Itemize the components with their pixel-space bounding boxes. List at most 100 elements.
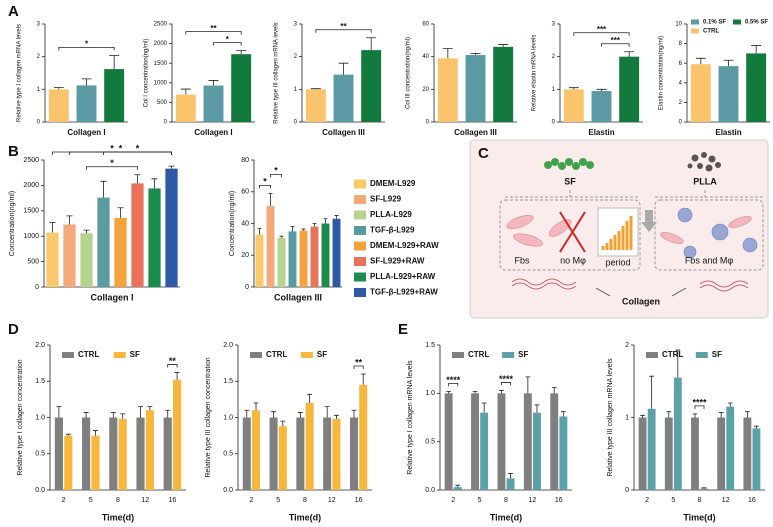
diagram-label: Collagen xyxy=(622,296,660,306)
plla-dot xyxy=(697,163,703,169)
x-tick-label: 2 xyxy=(645,497,649,504)
legend-label: CTRL xyxy=(662,350,683,359)
bar xyxy=(82,417,91,490)
bar xyxy=(64,435,73,490)
period-icon xyxy=(601,216,633,250)
cell xyxy=(660,232,684,244)
error-bar xyxy=(338,62,349,75)
error-bar xyxy=(117,207,124,218)
legend-swatch xyxy=(691,19,699,25)
diagram-label: Fbs and Mφ xyxy=(685,255,734,265)
error-bar xyxy=(93,430,98,436)
significance-bracket xyxy=(52,151,172,155)
y-tick-label: 3 xyxy=(552,22,556,28)
bar xyxy=(638,417,647,490)
x-tick-label: 2 xyxy=(451,497,455,504)
error-bar xyxy=(508,473,513,479)
x-axis-label: Collagen III xyxy=(274,292,322,302)
bar xyxy=(619,56,640,122)
bar xyxy=(63,224,76,287)
error-bar xyxy=(675,349,681,378)
panel-label: D xyxy=(8,321,19,338)
y-axis-label: Concentration(ng/ml) xyxy=(229,191,236,256)
connector xyxy=(505,190,763,198)
bar xyxy=(255,234,264,287)
significance-bracket xyxy=(86,166,138,170)
y-tick-label: 40 xyxy=(241,220,249,227)
bar xyxy=(97,197,110,287)
error-bar xyxy=(151,178,158,189)
legend-swatch xyxy=(354,241,366,251)
sf-bead xyxy=(544,161,552,169)
error-bar xyxy=(208,80,219,86)
significance-bracket xyxy=(601,43,630,47)
x-tick-label: 5 xyxy=(276,497,280,504)
legend-label: 0.1% SF xyxy=(703,20,726,26)
bar xyxy=(175,94,196,122)
macrophage xyxy=(683,245,697,259)
bar xyxy=(296,417,305,490)
cross-mark xyxy=(559,211,586,253)
x-axis-label: Time(d) xyxy=(683,512,715,522)
significance-label: * xyxy=(85,39,89,48)
significance-bracket xyxy=(694,405,705,409)
error-bar xyxy=(323,218,328,224)
error-bar xyxy=(253,402,259,411)
x-axis-label: Elastin xyxy=(588,128,614,137)
collagen-fiber xyxy=(511,278,577,290)
error-bar xyxy=(470,53,481,56)
legend-label: SF xyxy=(130,350,140,359)
plla-dot xyxy=(691,154,699,162)
bar xyxy=(310,226,319,287)
significance-label: **** xyxy=(692,397,707,407)
error-bar xyxy=(596,88,607,91)
bar xyxy=(718,66,739,122)
x-tick-label: 12 xyxy=(141,497,149,504)
y-tick-label: 1 xyxy=(294,87,298,93)
legend-swatch xyxy=(354,195,366,204)
x-axis-label: Elastin xyxy=(715,128,741,137)
x-axis-label: Collagen III xyxy=(454,128,497,137)
bar xyxy=(471,393,480,490)
y-axis-label: Relative elastin mRNA levels xyxy=(532,35,538,112)
x-tick-label: 16 xyxy=(169,497,177,504)
error-bar xyxy=(640,414,645,418)
y-tick-label: 0 xyxy=(625,487,629,494)
bar xyxy=(299,230,308,287)
x-tick-label: 12 xyxy=(529,497,537,504)
error-bar xyxy=(560,411,566,417)
legend-label: DMEM-L929+RAW xyxy=(370,241,439,250)
plla-dot xyxy=(701,152,707,158)
y-tick-label: 2 xyxy=(552,54,556,60)
bar xyxy=(321,223,330,287)
significance-bracket xyxy=(501,382,511,386)
diagram-label: SF xyxy=(564,176,576,186)
y-tick-label: 0 xyxy=(552,120,556,126)
error-bar xyxy=(568,87,579,90)
error-bar xyxy=(701,487,707,489)
sf-bead xyxy=(558,162,566,170)
macrophage xyxy=(711,223,729,241)
bar xyxy=(323,417,332,490)
macrophage xyxy=(742,237,758,253)
bar xyxy=(453,487,462,490)
error-bar xyxy=(53,86,64,90)
coculture-box xyxy=(654,199,764,271)
error-bar xyxy=(100,180,107,198)
bar xyxy=(465,55,486,122)
bar xyxy=(444,393,453,490)
y-tick-label: 1.0 xyxy=(223,414,233,421)
legend-swatch xyxy=(733,19,741,25)
legend-label: PLLA-L929+RAW xyxy=(370,272,436,281)
legend-label: 0.5% SF xyxy=(745,20,768,26)
x-tick-label: 2 xyxy=(62,497,66,504)
error-bar xyxy=(745,411,750,418)
bar xyxy=(717,417,726,490)
bar xyxy=(165,168,178,287)
x-tick-label: 5 xyxy=(671,497,675,504)
legend-label: CTRL xyxy=(703,29,719,35)
y-tick-label: 0.5 xyxy=(425,439,435,446)
significance-bracket xyxy=(573,32,630,36)
sf-chain xyxy=(544,158,594,170)
y-tick-label: 2500 xyxy=(23,157,39,164)
